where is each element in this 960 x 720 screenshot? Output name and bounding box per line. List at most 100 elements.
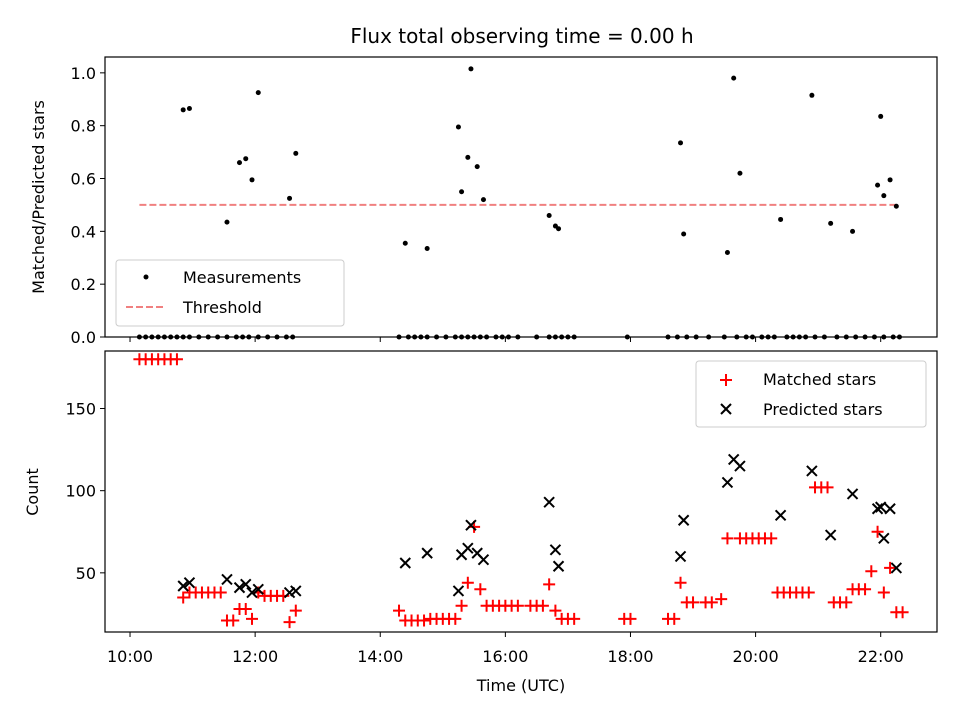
bottom-y-tick-label: 50	[76, 564, 96, 583]
top-legend-box	[115, 259, 345, 327]
matched-star-point	[474, 583, 487, 596]
measurement-point	[881, 193, 887, 199]
matched-star-point	[227, 614, 240, 627]
measurement-point	[240, 334, 246, 340]
measurement-point	[784, 334, 790, 340]
measurement-point	[878, 113, 884, 119]
chart-marks: 10:00 12:00 14:00 16:00 18:00 20:00 22:00 0.0 0.…	[65, 64, 909, 666]
matched-star-point	[859, 583, 872, 596]
measurement-point	[174, 334, 180, 340]
matched-star-point	[239, 602, 252, 615]
matched-star-point	[568, 612, 581, 625]
measurement-point	[896, 334, 902, 340]
x-tick-label: 10:00	[107, 647, 153, 666]
predicted-star-point	[890, 562, 903, 574]
measurement-point	[455, 124, 461, 130]
matched-star-point	[418, 614, 431, 627]
measurement-point	[559, 334, 565, 340]
bottom-legend-box	[695, 360, 927, 428]
top-panel-frame	[104, 56, 938, 338]
bottom-legend: Matched stars Predicted stars	[695, 360, 927, 428]
measurement-point	[155, 334, 161, 340]
matched-star-point	[393, 604, 406, 617]
measurement-point	[249, 177, 255, 183]
measurement-point	[465, 334, 471, 340]
measurement-point	[721, 334, 727, 340]
predicted-star-point	[552, 560, 565, 572]
matched-star-point	[821, 481, 834, 494]
measurement-point	[843, 334, 849, 340]
measurement-point	[731, 75, 737, 81]
predicted-star-point	[549, 544, 562, 556]
predicted-star-point	[246, 586, 258, 599]
predicted-star-point	[252, 583, 264, 595]
matched-star-point	[214, 586, 227, 599]
measurement-point	[809, 92, 815, 98]
measurement-point	[274, 334, 280, 340]
x-tick-label: 18:00	[607, 647, 653, 666]
measurement-point	[180, 107, 186, 113]
measurement-point	[180, 334, 186, 340]
measurement-point	[402, 240, 408, 246]
measurement-point	[893, 203, 899, 209]
predicted-star-point	[677, 514, 690, 526]
measurement-point	[546, 212, 552, 218]
measurement-point	[803, 334, 809, 340]
measurement-point	[186, 334, 192, 340]
matched-star-point	[624, 612, 637, 625]
predicted-star-point	[421, 547, 433, 559]
measurement-point	[168, 334, 174, 340]
predicted-star-point	[462, 542, 474, 554]
measurement-point	[749, 334, 755, 340]
measurement-point	[565, 334, 571, 340]
measurement-point	[161, 334, 167, 340]
matched-star-point	[721, 532, 734, 545]
top-y-tick-label: 0.8	[71, 117, 96, 136]
measurement-point	[205, 334, 211, 340]
predicted-star-point	[452, 585, 465, 597]
measurement-point	[765, 334, 771, 340]
measurement-point	[890, 334, 896, 340]
measurement-point	[149, 334, 155, 340]
measurement-point	[862, 334, 868, 340]
measurement-point	[412, 334, 418, 340]
legend-predicted-label: Predicted stars	[763, 400, 883, 419]
bottom-y-tick-label: 150	[65, 400, 96, 419]
matched-star-point	[511, 599, 524, 612]
measurement-point	[881, 334, 887, 340]
legend-threshold-label: Threshold	[182, 298, 262, 317]
measurement-point	[812, 334, 818, 340]
measurement-point	[734, 334, 740, 340]
measurement-point	[290, 334, 296, 340]
measurement-point	[255, 90, 261, 96]
bottom-xlabel: Time (UTC)	[476, 676, 565, 695]
predicted-star-point	[543, 496, 555, 508]
matched-star-point	[536, 599, 549, 612]
x-tick-label: 14:00	[357, 647, 403, 666]
top-legend: Measurements Threshold	[115, 259, 345, 327]
measurement-point	[796, 334, 802, 340]
matched-star-point	[674, 576, 687, 589]
measurement-point	[418, 334, 424, 340]
measurement-point	[693, 334, 699, 340]
bottom-panel-frame	[104, 350, 938, 633]
predicted-star-point	[477, 553, 490, 566]
matched-star-point	[246, 612, 259, 625]
top-y-tick-label: 0.4	[71, 222, 96, 241]
measurement-point	[480, 197, 486, 203]
x-tick-label: 16:00	[482, 647, 528, 666]
predicted-star-point	[806, 465, 818, 477]
measurement-point	[624, 334, 630, 340]
measurement-point	[499, 334, 505, 340]
measurement-point	[678, 140, 684, 146]
bottom-ylabel: Count	[23, 468, 42, 516]
measurement-point	[224, 219, 230, 225]
matched-star-point	[543, 578, 556, 591]
predicted-star-point	[734, 460, 746, 472]
measurement-point	[196, 334, 202, 340]
measurement-point	[424, 334, 430, 340]
matched-star-point	[884, 561, 897, 574]
x-tick-label: 22:00	[858, 647, 904, 666]
measurement-point	[224, 334, 230, 340]
measurement-point	[468, 66, 474, 72]
